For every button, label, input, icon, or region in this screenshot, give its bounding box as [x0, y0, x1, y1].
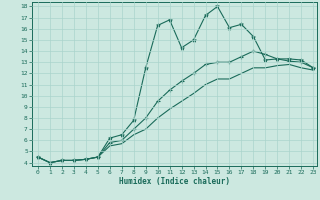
X-axis label: Humidex (Indice chaleur): Humidex (Indice chaleur) [119, 177, 230, 186]
